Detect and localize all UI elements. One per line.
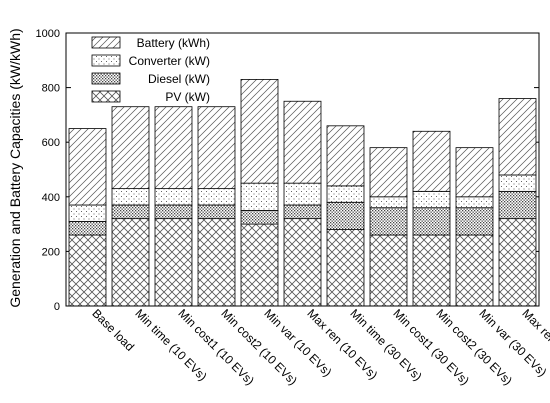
x-category-label: Min cost1 (10 EVs)	[175, 306, 257, 388]
bar-segment	[498, 98, 537, 176]
y-tick-label: 200	[42, 246, 60, 258]
bar-segment	[283, 204, 322, 220]
bar-segment	[240, 79, 279, 184]
bar-segment	[240, 210, 279, 225]
bar-segment	[68, 234, 107, 307]
bar-segment	[111, 218, 150, 307]
bar-segment	[68, 220, 107, 236]
bar-segment	[412, 234, 451, 307]
bar-segment	[412, 207, 451, 236]
bar-segment	[197, 188, 236, 206]
y-axis-title: Generation and Battery Capacities (kW/kW…	[7, 28, 23, 307]
x-category-label: Base load	[89, 306, 137, 354]
bar-segment	[498, 174, 537, 192]
legend-label: PV (kW)	[165, 90, 210, 104]
legend-label: Diesel (kW)	[148, 72, 210, 86]
bar-segment	[412, 130, 451, 192]
y-axis-ticks: 0 200 400 600 800 1000	[36, 28, 539, 313]
bar-segment	[154, 106, 193, 190]
y-tick-label: 800	[42, 83, 60, 95]
x-category-label: Min cost2 (10 EVs)	[218, 306, 300, 388]
bars	[68, 79, 537, 307]
bar-segment	[326, 201, 365, 230]
legend-swatch	[91, 90, 121, 103]
legend: Battery (kWh) Converter (kW) Diesel (kW) PV…	[91, 36, 210, 104]
legend-label: Battery (kWh)	[137, 36, 210, 50]
bar-segment	[412, 190, 451, 209]
y-tick-label: 600	[42, 137, 60, 149]
bar-segment	[369, 147, 408, 198]
bar-segment	[455, 147, 494, 198]
bar-segment	[283, 100, 322, 184]
bar-segment	[369, 234, 408, 307]
bar-segment	[111, 204, 150, 220]
bar-segment	[240, 182, 279, 211]
bar-segment	[498, 190, 537, 220]
bar-segment	[68, 128, 107, 206]
legend-swatch	[91, 54, 121, 67]
y-tick-label: 400	[42, 192, 60, 204]
x-category-label: Min cost1 (30 EVs)	[390, 306, 472, 388]
bar-segment	[455, 207, 494, 236]
bar-segment	[498, 218, 537, 307]
bar-segment	[283, 218, 322, 307]
bar-segment	[111, 188, 150, 206]
bar-segment	[197, 218, 236, 307]
legend-label: Converter (kW)	[129, 54, 210, 68]
bar-segment	[240, 223, 279, 307]
y-tick-label: 1000	[36, 28, 60, 40]
bar-segment	[111, 106, 150, 190]
bar-segment	[154, 204, 193, 220]
y-tick-label: 0	[54, 301, 60, 313]
bar-segment	[369, 207, 408, 236]
legend-swatch	[91, 36, 121, 49]
x-category-label: Min cost2 (30 EVs)	[433, 306, 515, 388]
bar-segment	[455, 234, 494, 307]
bar-segment	[197, 106, 236, 190]
bar-segment	[326, 185, 365, 203]
bar-segment	[197, 204, 236, 220]
bar-segment	[68, 204, 107, 222]
bar-segment	[326, 125, 365, 187]
bar-segment	[369, 196, 408, 209]
legend-swatch	[91, 72, 121, 85]
bar-segment	[455, 196, 494, 209]
bar-segment	[154, 188, 193, 206]
plot-frame	[65, 32, 540, 307]
bar-segment	[326, 229, 365, 307]
bar-segment	[283, 182, 322, 206]
bar-segment	[154, 218, 193, 307]
